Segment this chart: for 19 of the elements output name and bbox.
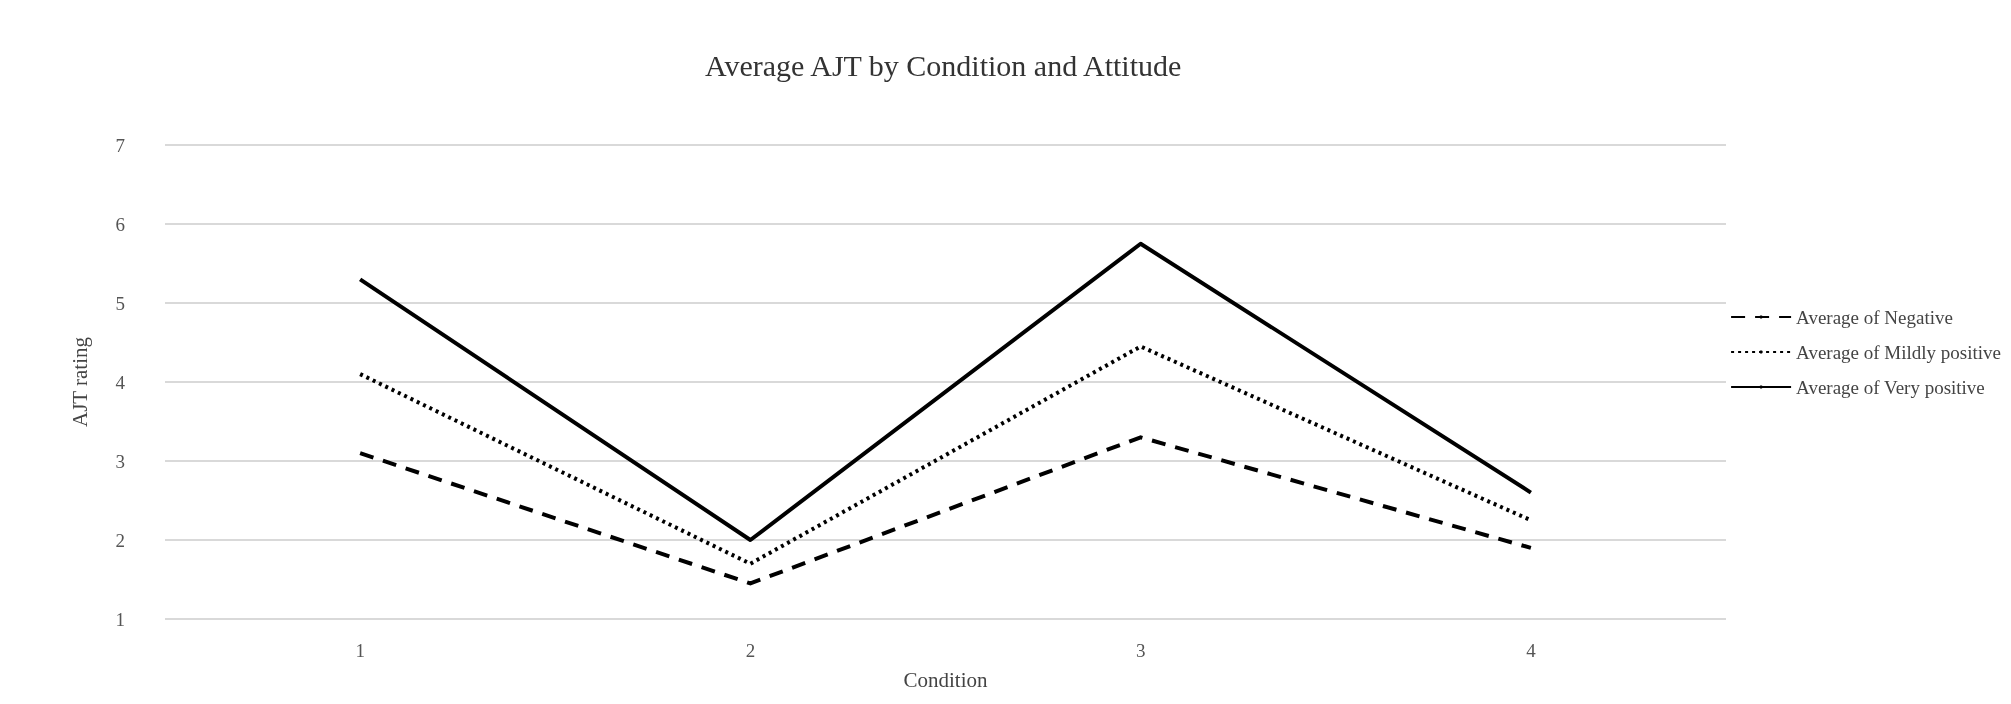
legend-label: Average of Negative xyxy=(1796,306,1953,328)
x-tick-label: 4 xyxy=(1526,640,1537,661)
y-tick-label: 3 xyxy=(115,450,125,472)
line-series xyxy=(358,241,1533,542)
legend-label: Average of Very positive xyxy=(1796,376,1985,398)
x-tick-label: 1 xyxy=(355,640,365,661)
chart-title: Average AJT by Condition and Attitude xyxy=(705,48,1182,82)
y-tick-label: 6 xyxy=(115,213,125,235)
y-tick-label: 7 xyxy=(115,134,125,156)
y-tick-label: 5 xyxy=(115,292,125,314)
y-tick-label: 4 xyxy=(115,371,126,393)
y-axis-title: AJT rating xyxy=(67,336,92,428)
line-series xyxy=(358,435,1533,586)
y-tick-label: 2 xyxy=(115,529,125,551)
y-tick-label: 1 xyxy=(115,608,125,630)
legend-label: Average of Mildly positive xyxy=(1796,341,2002,363)
x-axis-title: Condition xyxy=(903,667,988,692)
x-tick-label: 2 xyxy=(745,640,756,661)
x-tick-label: 3 xyxy=(1135,640,1146,661)
